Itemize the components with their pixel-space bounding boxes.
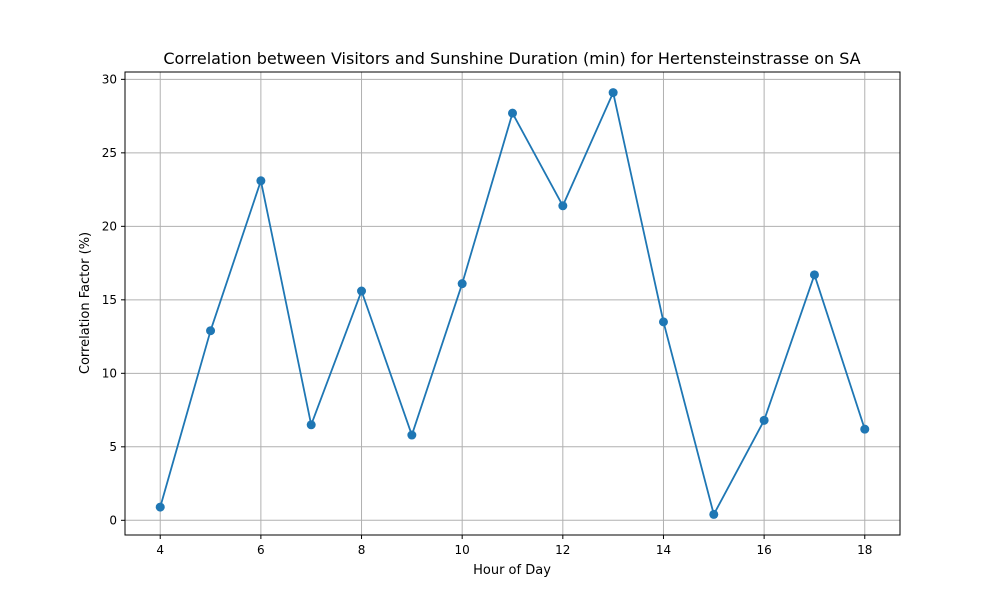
- x-tick-label: 12: [555, 543, 570, 557]
- x-tick-label: 10: [455, 543, 470, 557]
- x-tick-label: 4: [156, 543, 164, 557]
- y-tick-label: 5: [109, 440, 117, 454]
- data-point: [457, 279, 467, 289]
- data-point: [759, 415, 769, 425]
- data-point: [407, 430, 417, 440]
- data-point: [206, 326, 216, 336]
- x-tick-label: 18: [857, 543, 872, 557]
- x-tick-label: 6: [257, 543, 265, 557]
- data-point: [608, 88, 618, 98]
- data-point: [709, 509, 719, 519]
- series-layer: [155, 88, 870, 519]
- y-tick-label: 10: [102, 366, 117, 380]
- y-tick-label: 15: [102, 293, 117, 307]
- x-tick-label: 8: [358, 543, 366, 557]
- y-tick-label: 25: [102, 146, 117, 160]
- data-point: [558, 201, 568, 211]
- data-point: [860, 424, 870, 434]
- y-tick-label: 0: [109, 513, 117, 527]
- data-point: [256, 176, 266, 186]
- y-axis-label: Correlation Factor (%): [78, 232, 93, 374]
- axis-ticks: 4 6 8 10 12 14 16 18 0 5 10 15 20 25 30: [102, 72, 873, 557]
- data-point: [508, 108, 517, 118]
- x-tick-label: 14: [656, 543, 671, 557]
- x-tick-label: 16: [756, 543, 771, 557]
- plot-frame: [124, 71, 901, 536]
- data-point: [809, 270, 819, 280]
- data-point: [306, 420, 316, 430]
- data-point: [658, 317, 668, 327]
- y-tick-label: 20: [102, 219, 117, 233]
- grid-lines: [125, 72, 900, 535]
- x-axis-label: Hour of Day: [473, 563, 551, 578]
- y-tick-label: 30: [102, 72, 117, 86]
- data-point: [155, 502, 165, 512]
- chart-title: Correlation between Visitors and Sunshin…: [163, 49, 860, 68]
- data-point: [357, 286, 367, 296]
